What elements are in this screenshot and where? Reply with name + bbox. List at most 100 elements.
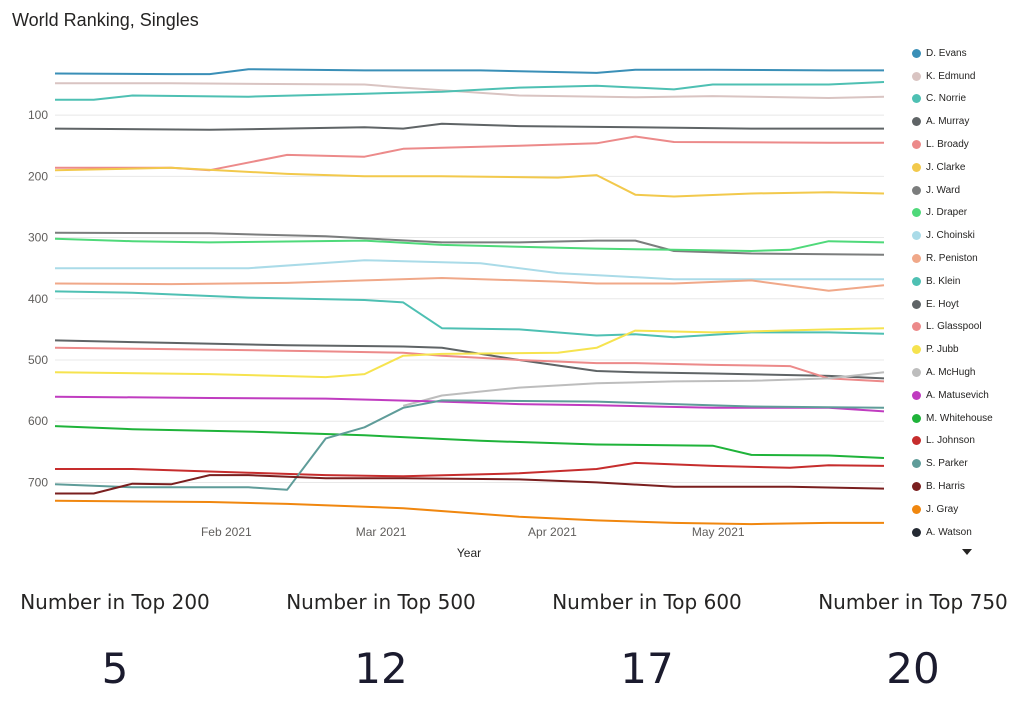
legend-label: B. Harris bbox=[926, 481, 965, 493]
series-line-5[interactable] bbox=[54, 166, 885, 198]
y-tick-label: 300 bbox=[28, 231, 48, 245]
legend-item[interactable]: J. Choinski bbox=[912, 224, 1022, 247]
series-line-1[interactable] bbox=[55, 82, 885, 99]
legend-marker bbox=[912, 413, 921, 423]
legend-item[interactable]: S. Parker bbox=[912, 452, 1022, 475]
legend-label: S. Parker bbox=[926, 458, 968, 470]
kpi-label: Number in Top 200 bbox=[20, 590, 210, 614]
legend-item[interactable]: A. McHugh bbox=[912, 361, 1022, 384]
line-chart[interactable]: 100 200 300 400 500 600 700 Feb 2021 Mar 2021 Ap… bbox=[0, 0, 900, 570]
x-tick-label: May 2021 bbox=[692, 525, 745, 539]
legend-item[interactable]: J. Clarke bbox=[912, 156, 1022, 179]
legend-item[interactable]: J. Draper bbox=[912, 202, 1022, 225]
y-tick-label: 400 bbox=[28, 292, 48, 306]
legend-marker bbox=[912, 162, 921, 172]
legend-item[interactable]: E. Hoyt bbox=[912, 293, 1022, 316]
legend-item[interactable]: A. Murray bbox=[912, 110, 1022, 133]
legend-item[interactable]: M. Whitehouse bbox=[912, 407, 1022, 430]
legend-item[interactable]: J. Ward bbox=[912, 179, 1022, 202]
legend-marker bbox=[912, 436, 921, 446]
legend-item[interactable]: A. Watson bbox=[912, 521, 1022, 544]
legend-label: A. McHugh bbox=[926, 367, 976, 379]
series-line-3[interactable] bbox=[54, 122, 884, 131]
x-tick-label: Feb 2021 bbox=[201, 525, 252, 539]
legend-item[interactable]: D. Evans bbox=[912, 42, 1022, 65]
x-axis-title: Year bbox=[457, 546, 481, 560]
legend-marker bbox=[912, 185, 921, 195]
kpi-value: 5 bbox=[101, 644, 129, 693]
kpi-label: Number in Top 600 bbox=[552, 590, 742, 614]
series-line-0[interactable] bbox=[54, 68, 884, 76]
legend-label: J. Gray bbox=[926, 503, 959, 515]
legend: D. Evans K. Edmund C. Norrie A. Murray L. Br… bbox=[912, 42, 1022, 544]
legend-item[interactable]: K. Edmund bbox=[912, 65, 1022, 88]
legend-marker bbox=[912, 117, 921, 127]
legend-item[interactable]: C. Norrie bbox=[912, 88, 1022, 111]
series-line-15[interactable] bbox=[54, 395, 885, 413]
y-tick-label: 700 bbox=[28, 475, 48, 489]
legend-item[interactable]: P. Jubb bbox=[912, 338, 1022, 361]
legend-scroll-down-icon[interactable] bbox=[960, 547, 974, 557]
series-line-16[interactable] bbox=[54, 425, 885, 459]
legend-item[interactable]: L. Johnson bbox=[912, 430, 1022, 453]
series-line-11[interactable] bbox=[54, 339, 885, 380]
legend-label: R. Peniston bbox=[926, 253, 978, 265]
legend-marker bbox=[912, 527, 921, 537]
x-tick-label: Mar 2021 bbox=[356, 525, 407, 539]
series-line-8[interactable] bbox=[55, 259, 884, 281]
series-line-18[interactable] bbox=[54, 399, 885, 491]
legend-marker bbox=[912, 94, 921, 104]
legend-label: K. Edmund bbox=[926, 70, 976, 82]
legend-label: E. Hoyt bbox=[926, 298, 959, 310]
series-line-19[interactable] bbox=[55, 474, 885, 495]
series-line-9[interactable] bbox=[54, 277, 885, 292]
kpi-card-top600: Number in Top 600 17 bbox=[519, 590, 775, 693]
y-tick-label: 600 bbox=[28, 414, 48, 428]
series-lines bbox=[54, 68, 885, 526]
series-line-2[interactable] bbox=[55, 81, 885, 101]
legend-item[interactable]: B. Harris bbox=[912, 475, 1022, 498]
legend-label: A. Murray bbox=[926, 116, 970, 128]
kpi-value: 17 bbox=[620, 644, 674, 693]
kpi-value: 20 bbox=[886, 644, 940, 693]
legend-marker bbox=[912, 504, 921, 514]
legend-label: B. Klein bbox=[926, 275, 961, 287]
series-line-20[interactable] bbox=[54, 499, 884, 526]
legend-marker bbox=[912, 368, 921, 378]
legend-label: L. Broady bbox=[926, 139, 969, 151]
legend-item[interactable]: R. Peniston bbox=[912, 247, 1022, 270]
legend-label: A. Matusevich bbox=[926, 389, 989, 401]
legend-item[interactable]: L. Broady bbox=[912, 133, 1022, 156]
legend-label: M. Whitehouse bbox=[926, 412, 993, 424]
legend-marker bbox=[912, 482, 921, 492]
y-axis: 100 200 300 400 500 600 700 bbox=[28, 108, 48, 489]
legend-label: A. Watson bbox=[926, 526, 972, 538]
series-line-13[interactable] bbox=[54, 327, 885, 379]
legend-item[interactable]: J. Gray bbox=[912, 498, 1022, 521]
series-line-4[interactable] bbox=[55, 135, 884, 172]
legend-label: D. Evans bbox=[926, 47, 967, 59]
legend-item[interactable]: L. Glasspool bbox=[912, 316, 1022, 339]
legend-item[interactable]: B. Klein bbox=[912, 270, 1022, 293]
legend-marker bbox=[912, 459, 921, 469]
legend-label: J. Draper bbox=[926, 207, 968, 219]
series-line-6[interactable] bbox=[54, 231, 885, 256]
legend-label: P. Jubb bbox=[926, 344, 959, 356]
series-line-7[interactable] bbox=[54, 237, 885, 252]
series-line-17[interactable] bbox=[55, 461, 885, 478]
series-line-14[interactable] bbox=[402, 371, 885, 407]
legend-marker bbox=[912, 208, 921, 218]
kpi-card-top750: Number in Top 750 20 bbox=[785, 590, 1024, 693]
chart-title: World Ranking, Singles bbox=[12, 10, 199, 30]
legend-item[interactable]: A. Matusevich bbox=[912, 384, 1022, 407]
series-line-12[interactable] bbox=[54, 346, 885, 383]
legend-label: L. Johnson bbox=[926, 435, 975, 447]
legend-marker bbox=[912, 345, 921, 355]
kpi-label: Number in Top 750 bbox=[818, 590, 1008, 614]
legend-marker bbox=[912, 48, 921, 58]
legend-label: J. Choinski bbox=[926, 230, 975, 242]
x-axis: Feb 2021 Mar 2021 Apr 2021 May 2021 bbox=[201, 525, 745, 539]
kpi-value: 12 bbox=[354, 644, 408, 693]
series-line-10[interactable] bbox=[54, 290, 885, 339]
legend-marker bbox=[912, 299, 921, 309]
